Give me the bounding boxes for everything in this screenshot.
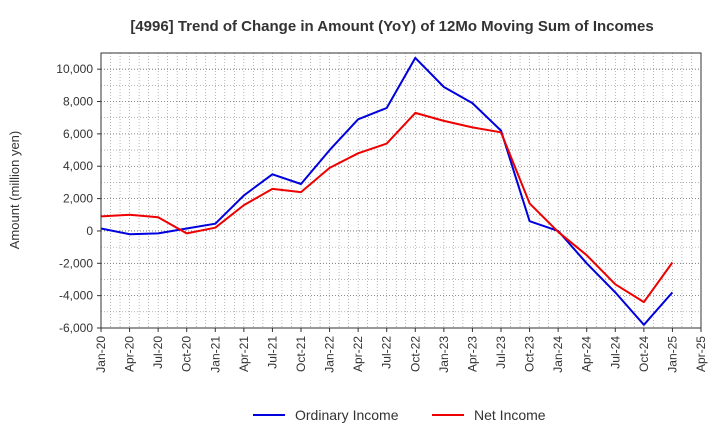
x-tick-label: Oct-20 <box>180 336 194 372</box>
legend-label: Net Income <box>474 407 546 423</box>
y-tick-label: 4,000 <box>63 159 93 173</box>
y-tick-label: 10,000 <box>56 62 93 76</box>
x-tick-label: Apr-23 <box>465 336 479 372</box>
x-tick-label: Jul-22 <box>380 336 394 369</box>
x-tick-label: Jul-23 <box>494 336 508 369</box>
legend: Ordinary Income Net Income <box>253 407 546 423</box>
x-tick-label: Oct-24 <box>637 336 651 372</box>
x-tick-label: Oct-22 <box>408 336 422 372</box>
series-line-net-income <box>100 111 674 304</box>
x-tick-label: Jan-25 <box>665 336 679 373</box>
y-tick-label: -6,000 <box>59 321 93 335</box>
x-tick-label: Oct-21 <box>294 336 308 372</box>
x-tick-label: Jul-21 <box>265 336 279 369</box>
x-tick-label: Jan-23 <box>437 336 451 373</box>
x-tick-label: Jul-24 <box>608 336 622 369</box>
y-axis-label: Amount (million yen) <box>7 131 22 250</box>
x-tick-label: Jan-22 <box>323 336 337 373</box>
plot-frame <box>100 52 702 329</box>
series-line-ordinary-income <box>100 56 674 326</box>
plot-area <box>101 53 701 328</box>
series-layer <box>100 56 674 326</box>
legend-label: Ordinary Income <box>295 407 399 423</box>
x-tick-label: Apr-20 <box>123 336 137 372</box>
x-tick-label: Jan-21 <box>208 336 222 373</box>
y-tick-label: -2,000 <box>59 256 93 270</box>
x-tick-label: Jan-24 <box>551 336 565 373</box>
y-tick-label: 0 <box>86 224 93 238</box>
y-axis-ticks: -6,000 -4,000 -2,000 0 2,000 4,000 6,000 8,000 1… <box>56 62 101 335</box>
y-tick-label: -4,000 <box>59 289 93 303</box>
x-axis-ticks: Jan-20 Apr-20 Jul-20 Oct-20 Jan-21 Apr-21 Jul-… <box>94 328 708 373</box>
chart-title: [4996] Trend of Change in Amount (YoY) o… <box>130 18 653 35</box>
x-tick-label: Apr-25 <box>694 336 708 372</box>
x-tick-label: Apr-24 <box>580 336 594 372</box>
x-tick-label: Apr-21 <box>237 336 251 372</box>
x-tick-label: Jan-20 <box>94 336 108 373</box>
x-tick-label: Jul-20 <box>151 336 165 369</box>
y-tick-label: 6,000 <box>63 127 93 141</box>
y-tick-label: 2,000 <box>63 192 93 206</box>
y-tick-label: 8,000 <box>63 95 93 109</box>
x-tick-label: Oct-23 <box>523 336 537 372</box>
x-tick-label: Apr-22 <box>351 336 365 372</box>
